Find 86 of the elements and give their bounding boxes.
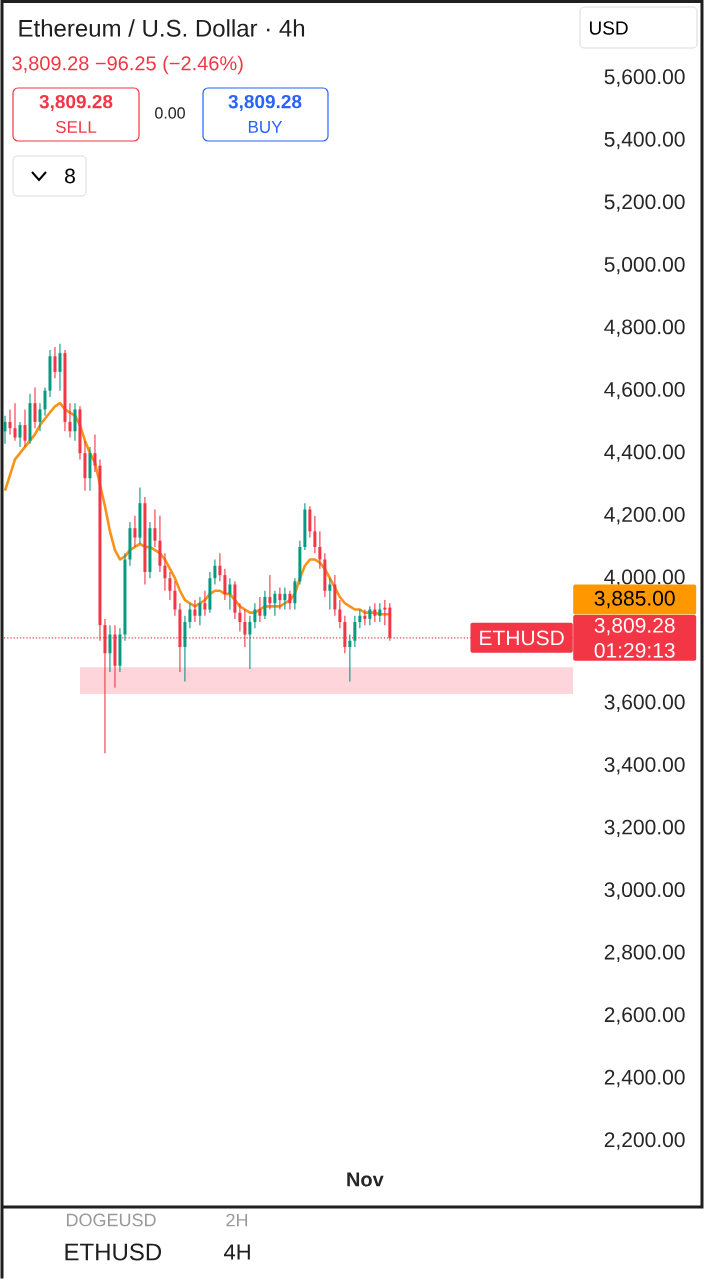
candlestick	[198, 596, 202, 626]
candlestick	[18, 421, 22, 448]
text: 01:29:13	[594, 642, 675, 658]
y-tick-label: 3,200.00	[604, 819, 685, 838]
y-tick-label: 2,600.00	[604, 1007, 685, 1025]
candlestick	[368, 605, 372, 626]
candlestick	[203, 590, 207, 617]
candlestick	[173, 580, 177, 617]
candlestick	[293, 577, 297, 611]
y-tick-label: 5,000.00	[604, 256, 685, 275]
candlestick	[163, 552, 167, 592]
candlestick	[168, 571, 172, 601]
text: 4H	[224, 1244, 250, 1260]
candlestick	[308, 505, 312, 539]
candlestick	[348, 633, 352, 682]
candlestick	[73, 402, 77, 442]
candlestick	[228, 577, 232, 611]
candlestick	[13, 402, 17, 442]
candlestick	[248, 615, 252, 670]
candlestick	[383, 599, 387, 626]
y-tick-label: 5,400.00	[604, 131, 685, 150]
y-tick-label: 5,200.00	[604, 194, 685, 212]
chart-subtitle: 3,809.28 −96.25 (−2.46%)	[12, 55, 243, 75]
candlestick	[93, 433, 97, 473]
candlestick	[108, 624, 112, 673]
y-tick-label: 3,400.00	[604, 757, 685, 775]
chart-title: Ethereum / U.S. Dollar · 4h	[19, 19, 305, 37]
candlestick	[283, 587, 287, 611]
candlestick	[213, 558, 217, 586]
candlestick	[318, 530, 322, 570]
y-tick-label: 3,000.00	[604, 882, 685, 900]
annotation: 3,809.28	[228, 94, 302, 112]
candlestick	[313, 515, 317, 554]
y-tick-label: 4,200.00	[604, 507, 685, 525]
y-tick-label: 2,800.00	[604, 944, 685, 963]
candlestick	[328, 577, 332, 611]
y-tick-label: 2,200.00	[604, 1132, 685, 1150]
candlestick	[363, 608, 367, 626]
candlestick	[153, 508, 157, 548]
candlestick	[258, 596, 262, 623]
candlestick	[133, 515, 137, 548]
text: DOGEUSD	[67, 1213, 156, 1227]
candlestick	[23, 408, 27, 448]
x-tick-label: Nov	[347, 1172, 384, 1187]
annotation: SELL	[55, 120, 97, 134]
ref-line-label: ETHUSD	[480, 630, 564, 646]
candlestick	[33, 386, 37, 429]
y-tick-label: 3,600.00	[604, 694, 685, 712]
y-tick-label: 4,400.00	[604, 444, 685, 462]
candlestick	[273, 590, 277, 617]
candlestick	[373, 602, 377, 623]
annotation: 3,809.28	[39, 94, 113, 112]
candlestick	[278, 587, 282, 611]
candlestick	[378, 602, 382, 623]
text: 2H	[226, 1213, 248, 1227]
annotation: 8	[65, 168, 75, 184]
annotation: BUY	[248, 121, 283, 133]
candlestick	[58, 343, 62, 392]
candlestick	[188, 602, 192, 629]
candlestick	[38, 402, 42, 432]
y-tick-label: 2,400.00	[604, 1069, 685, 1088]
candlestick	[218, 552, 222, 582]
candlestick	[43, 386, 47, 417]
candlestick	[288, 590, 292, 611]
candlestick	[358, 608, 362, 629]
candlestick	[68, 402, 72, 439]
candlestick	[238, 602, 242, 632]
text: 3,885.00	[594, 590, 675, 609]
y-tick-label: 4,000.00	[604, 569, 685, 587]
candlestick	[223, 568, 227, 601]
candlestick	[268, 574, 272, 611]
candlestick	[338, 599, 342, 629]
text: ETHUSD	[65, 1243, 162, 1261]
y-tick-label: 4,600.00	[604, 381, 685, 400]
candlestick	[193, 599, 197, 623]
candlestick	[8, 408, 12, 435]
y-tick-label: 5,600.00	[604, 69, 685, 87]
candlestick	[253, 602, 257, 629]
annotation: 0.00	[155, 107, 185, 119]
candlestick	[263, 590, 267, 620]
candlestick	[3, 415, 7, 445]
text: 3,809.28	[594, 617, 675, 636]
candlestick	[53, 346, 57, 379]
y-tick-label: 4,800.00	[604, 319, 685, 337]
text: USD	[589, 21, 628, 35]
candlestick	[353, 615, 357, 648]
